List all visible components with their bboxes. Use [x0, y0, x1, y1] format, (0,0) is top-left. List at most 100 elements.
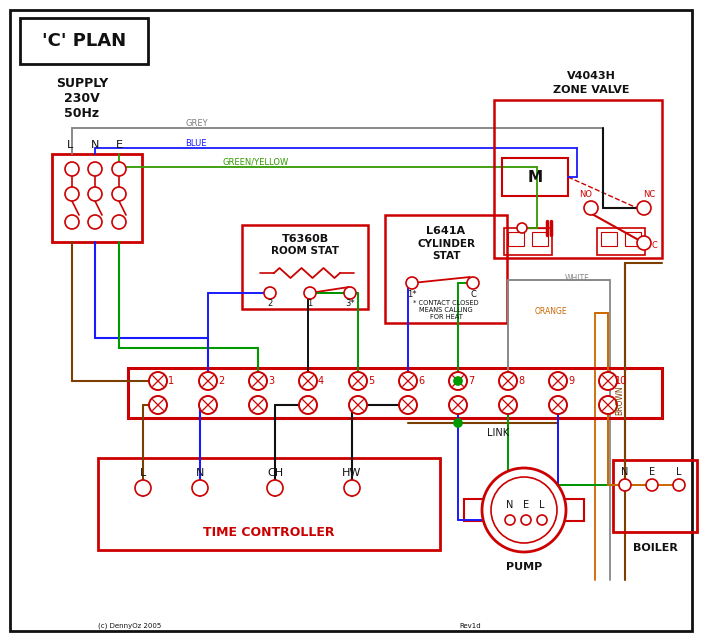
Circle shape — [619, 479, 631, 491]
Circle shape — [673, 479, 685, 491]
Circle shape — [304, 287, 316, 299]
Circle shape — [249, 372, 267, 390]
Text: 6: 6 — [418, 376, 424, 386]
Text: ORANGE: ORANGE — [535, 306, 568, 315]
Text: ROOM STAT: ROOM STAT — [271, 246, 339, 256]
Circle shape — [549, 396, 567, 414]
Text: E: E — [116, 140, 123, 150]
Text: 3*: 3* — [345, 299, 355, 308]
Circle shape — [399, 372, 417, 390]
Bar — [128, 368, 662, 418]
Text: 3: 3 — [268, 376, 274, 386]
Text: 'C' PLAN: 'C' PLAN — [42, 32, 126, 50]
Text: SUPPLY
230V
50Hz: SUPPLY 230V 50Hz — [56, 76, 108, 119]
Circle shape — [65, 215, 79, 229]
Text: 1: 1 — [168, 376, 174, 386]
Bar — [597, 228, 645, 255]
Bar — [504, 228, 552, 255]
Circle shape — [249, 396, 267, 414]
Circle shape — [112, 215, 126, 229]
Text: NC: NC — [643, 190, 655, 199]
Circle shape — [482, 468, 566, 552]
Circle shape — [192, 480, 208, 496]
Text: (c) DennyOz 2005: (c) DennyOz 2005 — [98, 623, 161, 629]
Circle shape — [499, 372, 517, 390]
Circle shape — [199, 372, 217, 390]
Text: 1: 1 — [307, 299, 312, 308]
Circle shape — [505, 515, 515, 525]
Bar — [613, 460, 697, 532]
Text: HW: HW — [343, 468, 362, 478]
Circle shape — [112, 162, 126, 176]
Bar — [464, 499, 484, 521]
Circle shape — [491, 477, 557, 543]
Circle shape — [537, 515, 547, 525]
Text: N: N — [91, 140, 99, 150]
Circle shape — [517, 223, 527, 233]
Circle shape — [349, 396, 367, 414]
Text: CYLINDER: CYLINDER — [417, 239, 475, 249]
Bar — [242, 225, 368, 309]
Text: L: L — [676, 467, 682, 477]
Text: BROWN: BROWN — [616, 385, 625, 415]
Circle shape — [454, 419, 462, 427]
Text: WHITE: WHITE — [565, 274, 590, 283]
Text: N: N — [506, 500, 514, 510]
Bar — [20, 18, 148, 64]
Circle shape — [584, 201, 598, 215]
Bar — [508, 232, 524, 246]
Text: T6360B: T6360B — [282, 234, 329, 244]
Circle shape — [467, 277, 479, 289]
Text: N: N — [196, 468, 204, 478]
Circle shape — [637, 201, 651, 215]
Text: 2: 2 — [267, 299, 272, 308]
Circle shape — [88, 215, 102, 229]
Text: C: C — [470, 290, 476, 299]
Circle shape — [454, 377, 462, 385]
Circle shape — [349, 372, 367, 390]
Text: BOILER: BOILER — [633, 543, 677, 553]
Bar — [98, 458, 440, 550]
Text: LINK: LINK — [487, 428, 509, 438]
Text: L641A: L641A — [426, 226, 465, 236]
Text: E: E — [523, 500, 529, 510]
Circle shape — [149, 372, 167, 390]
Circle shape — [599, 372, 617, 390]
Text: Rev1d: Rev1d — [459, 623, 481, 629]
Text: * CONTACT CLOSED
MEANS CALLING
FOR HEAT: * CONTACT CLOSED MEANS CALLING FOR HEAT — [413, 300, 479, 320]
Circle shape — [299, 372, 317, 390]
Text: STAT: STAT — [432, 251, 461, 261]
Text: N: N — [621, 467, 629, 477]
Bar — [52, 154, 142, 242]
Bar — [601, 232, 617, 246]
Circle shape — [344, 480, 360, 496]
Circle shape — [406, 277, 418, 289]
Text: L: L — [67, 140, 73, 150]
Text: 2: 2 — [218, 376, 224, 386]
Text: GREY: GREY — [185, 119, 208, 128]
Circle shape — [88, 187, 102, 201]
Text: 7: 7 — [468, 376, 474, 386]
Text: ZONE VALVE: ZONE VALVE — [552, 85, 629, 95]
Circle shape — [149, 396, 167, 414]
Text: 5: 5 — [368, 376, 374, 386]
Text: 4: 4 — [318, 376, 324, 386]
Bar — [494, 100, 662, 258]
Circle shape — [521, 515, 531, 525]
Circle shape — [199, 396, 217, 414]
Bar — [625, 232, 641, 246]
Circle shape — [549, 372, 567, 390]
Text: 9: 9 — [568, 376, 574, 386]
Text: L: L — [539, 500, 545, 510]
Circle shape — [399, 396, 417, 414]
Circle shape — [599, 396, 617, 414]
Circle shape — [135, 480, 151, 496]
Circle shape — [267, 480, 283, 496]
Circle shape — [499, 396, 517, 414]
Circle shape — [449, 372, 467, 390]
Circle shape — [637, 236, 651, 250]
Bar — [385, 215, 507, 323]
Text: M: M — [527, 169, 543, 185]
Circle shape — [88, 162, 102, 176]
Circle shape — [65, 187, 79, 201]
